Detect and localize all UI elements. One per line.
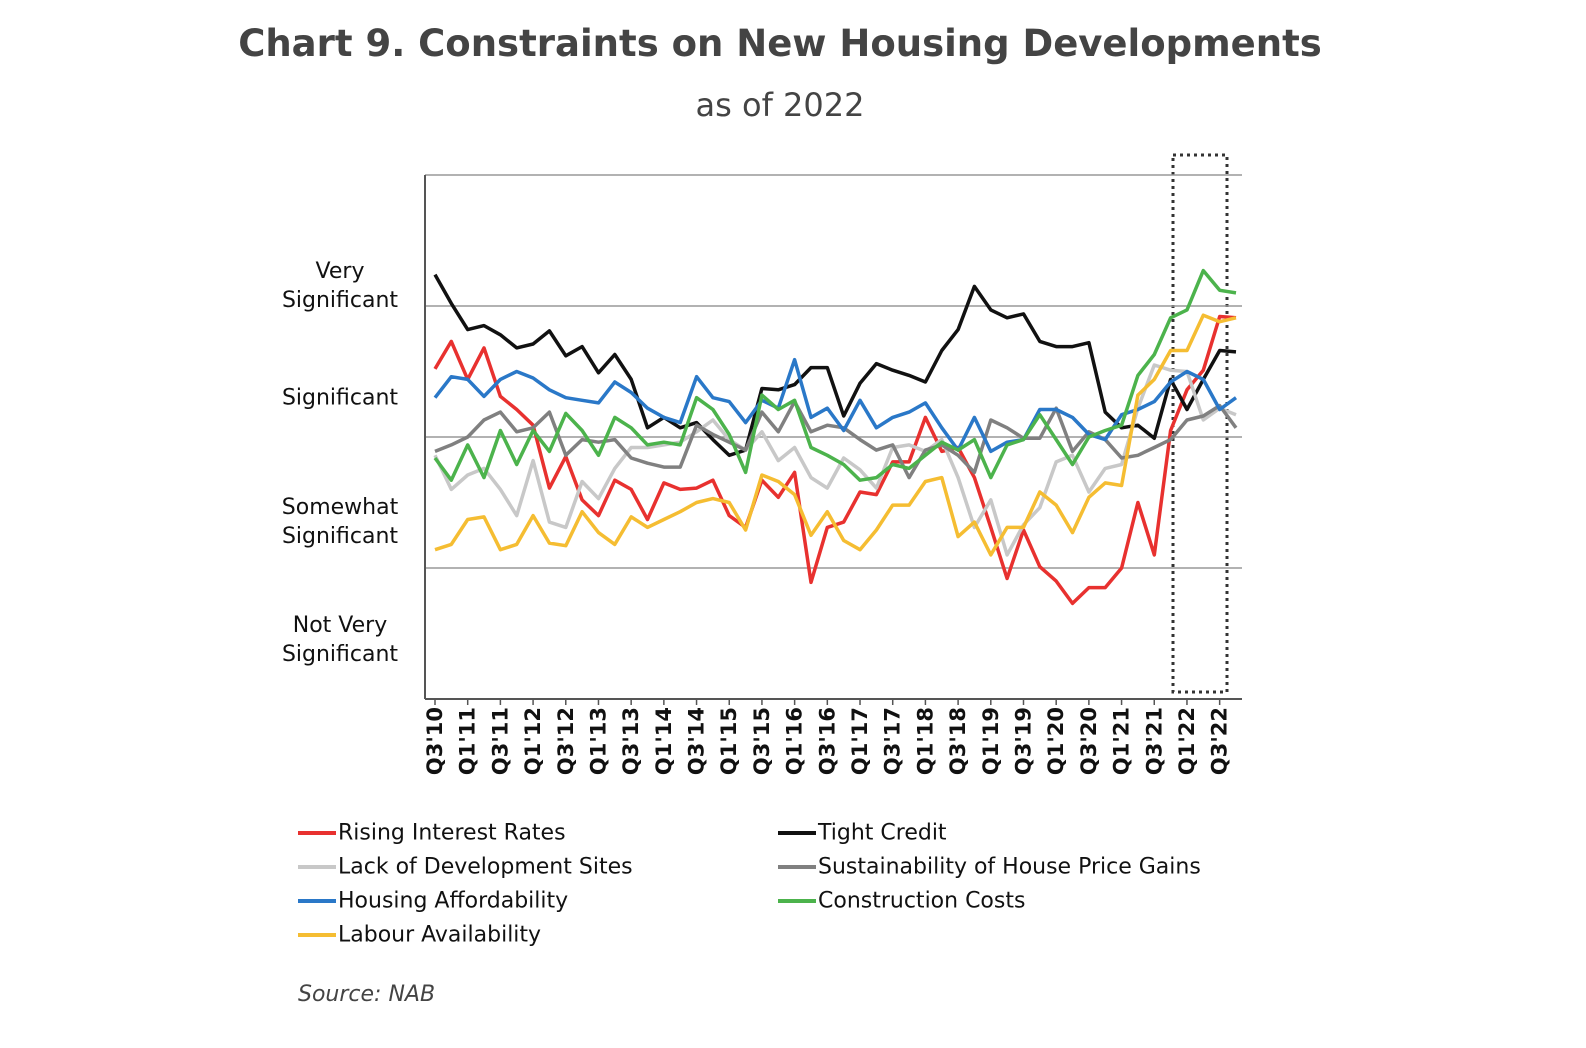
x-tick-label: Q1'21 [1110, 707, 1134, 775]
y-tick-label: Very Significant [281, 259, 399, 314]
x-tick-label: Q1'15 [717, 707, 741, 775]
x-tick-label: Q1'11 [456, 707, 480, 775]
legend-label: Tight Credit [818, 820, 947, 846]
source-note: Source: NAB [298, 982, 436, 1007]
series-line [433, 268, 1237, 482]
x-tick-label: Q1'14 [652, 707, 676, 775]
x-tick-label: Q1'18 [913, 707, 937, 775]
series-line [434, 313, 1237, 557]
x-tick-label: Q1'19 [979, 707, 1003, 775]
legend-label: Labour Availability [338, 922, 542, 948]
chart-title: Chart 9. Constraints on New Housing Deve… [238, 22, 1322, 65]
x-tick-label: Q3'19 [1011, 707, 1035, 775]
series-line [433, 273, 1237, 458]
x-tick-label: Q3'12 [554, 707, 578, 775]
x-tick-label: Q1'12 [521, 707, 545, 775]
x-tick-label: Q3'17 [881, 707, 905, 775]
x-tick-label: Q3'22 [1208, 707, 1232, 775]
x-tick-label: Q3'15 [750, 707, 774, 775]
legend-label: Sustainability of House Price Gains [818, 854, 1201, 880]
highlight-box [1171, 153, 1229, 694]
x-tick-label: Q3'20 [1077, 707, 1101, 775]
x-tick-label: Q3'13 [619, 707, 643, 775]
x-tick-label: Q3'14 [685, 707, 709, 775]
x-tick-label: Q3'18 [946, 707, 970, 775]
y-tick-label: Significant [281, 385, 399, 411]
y-tick-label: Not Very Significant [281, 613, 399, 668]
series-line [433, 363, 1237, 557]
x-tick-label: Q1'16 [783, 707, 807, 775]
y-tick-label: Somewhat Significant [281, 495, 399, 550]
legend-label: Rising Interest Rates [338, 820, 566, 846]
x-tick-label: Q3'21 [1142, 707, 1166, 775]
legend-label: Housing Affordability [338, 888, 569, 914]
legend-label: Construction Costs [818, 888, 1026, 914]
series-line [433, 357, 1238, 454]
x-tick-label: Q1'20 [1044, 707, 1068, 775]
x-tick-label: Q3'10 [423, 707, 447, 775]
chart-subtitle: as of 2022 [695, 86, 865, 124]
legend-label: Lack of Development Sites [338, 854, 633, 880]
x-tick-label: Q3'16 [815, 707, 839, 775]
x-tick-label: Q1'17 [848, 707, 872, 775]
x-tick-label: Q1'13 [586, 707, 610, 775]
x-tick-label: Q1'22 [1175, 707, 1199, 775]
x-tick-label: Q3'11 [488, 707, 512, 775]
